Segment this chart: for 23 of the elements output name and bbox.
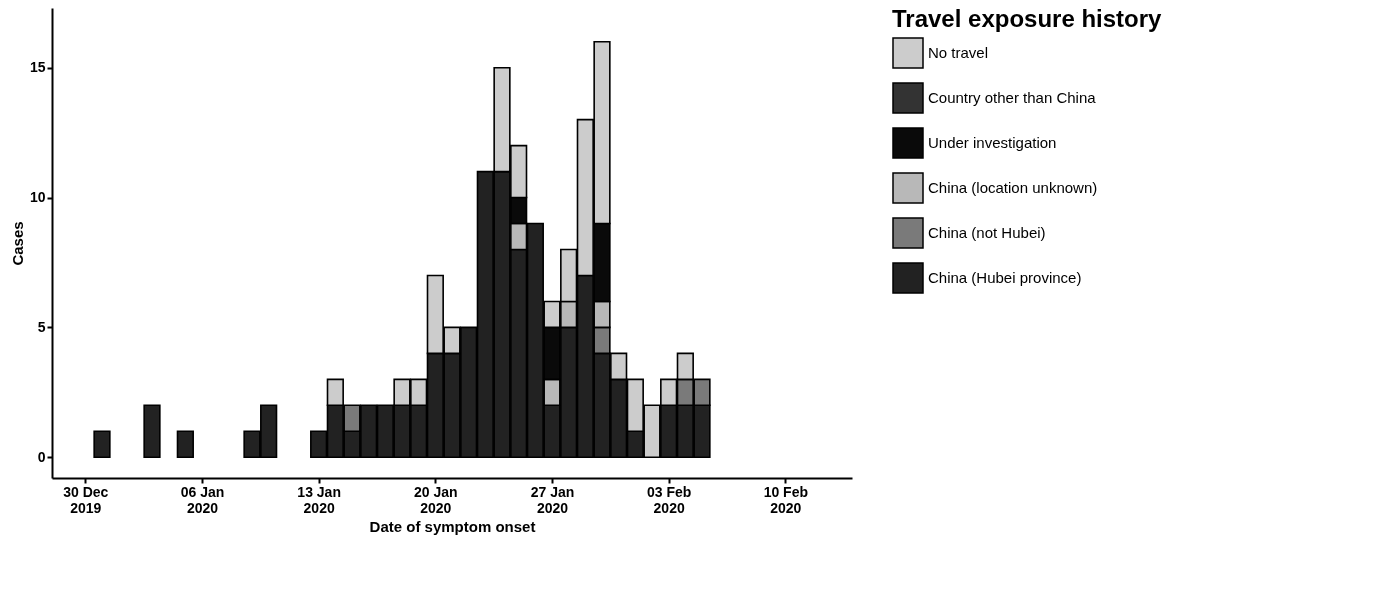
x-tick-label: 27 Jan 2020 xyxy=(530,483,575,516)
x-axis-title: Date of symptom onset xyxy=(369,517,536,535)
legend-label: China (not Hubei) xyxy=(928,224,1046,241)
legend-label: Country other than China xyxy=(928,89,1097,106)
x-tick-label: 03 Feb 2020 xyxy=(646,483,692,516)
y-tick-label: 15 xyxy=(29,59,46,76)
x-tick-label: 13 Jan 2020 xyxy=(297,483,341,516)
legend-title: Travel exposure history xyxy=(892,5,1163,32)
x-tick-label: 10 Feb 2020 xyxy=(763,483,809,516)
y-tick-label: 5 xyxy=(37,318,46,335)
y-tick-label: 10 xyxy=(29,189,46,206)
legend-label: China (location unknown) xyxy=(928,179,1098,196)
legend-label: No travel xyxy=(928,44,989,61)
bar xyxy=(143,404,161,459)
bar xyxy=(93,430,111,459)
y-axis-title: Cases xyxy=(8,221,26,266)
legend-label: Under investigation xyxy=(928,134,1057,151)
x-tick-label: 06 Jan 2020 xyxy=(180,483,225,516)
bar xyxy=(176,430,194,459)
x-tick-label: 30 Dec 2019 xyxy=(63,483,109,516)
x-tick-label: 20 Jan 2020 xyxy=(414,483,458,516)
y-tick-label: 0 xyxy=(37,448,46,465)
legend-label: China (Hubei province) xyxy=(928,269,1082,286)
